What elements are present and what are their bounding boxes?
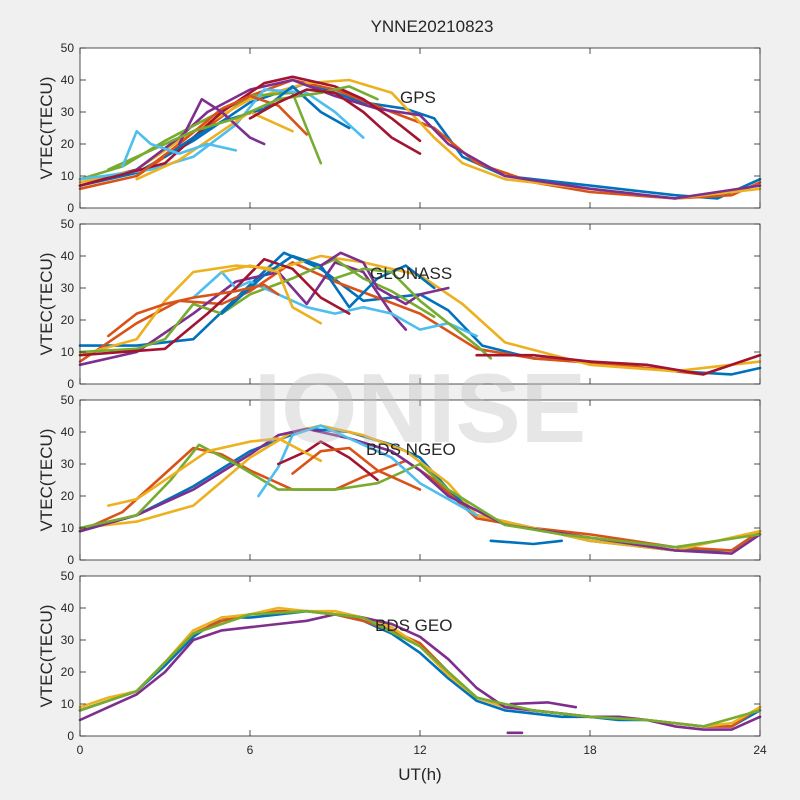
series-line-10 (291, 446, 422, 491)
series-line-1 (78, 81, 762, 200)
series-line-9 (107, 283, 280, 338)
series-line-2 (78, 261, 762, 376)
y-tick-label: 40 (61, 73, 75, 87)
y-tick-label: 20 (61, 137, 75, 151)
x-tick-label: 0 (77, 743, 84, 757)
series-line-5 (509, 701, 578, 709)
y-tick-label: 30 (61, 105, 75, 119)
series-line-7 (277, 440, 379, 482)
series-line-4 (78, 261, 408, 367)
y-axis-label: VTEC(TECU) (37, 605, 56, 708)
panel-label: GPS (400, 88, 436, 107)
plot-area (80, 48, 760, 208)
series-line-12 (333, 267, 493, 360)
y-tick-label: 0 (67, 553, 74, 567)
series-line-8 (163, 85, 351, 159)
y-tick-label: 30 (61, 633, 75, 647)
y-tick-label: 40 (61, 249, 75, 263)
x-tick-label: 6 (247, 743, 254, 757)
series-line-8 (489, 539, 563, 546)
series-group (78, 251, 762, 376)
x-axis-label: UT(h) (398, 765, 441, 784)
panel-label: BDS GEO (375, 616, 452, 635)
plot-area (80, 576, 760, 736)
y-tick-label: 10 (61, 521, 75, 535)
y-tick-label: 50 (61, 217, 75, 231)
series-line-7 (78, 257, 351, 357)
panel-2: 0 10 20 30 40 50 VTEC(TECU) GLONASS (37, 217, 762, 391)
series-line-13 (475, 353, 762, 376)
y-tick-label: 20 (61, 665, 75, 679)
panel-3: 0 10 20 30 40 50 VTEC(TECU) BDS NGEO (37, 393, 762, 567)
y-tick-label: 10 (61, 345, 75, 359)
series-line-11 (177, 97, 266, 146)
series-line-8 (220, 254, 436, 315)
y-axis-label: VTEC(TECU) (37, 253, 56, 356)
panel-label: BDS NGEO (366, 440, 456, 459)
watermark: IONISE (254, 353, 586, 463)
series-line-6 (78, 88, 365, 181)
panel-label: GLONASS (370, 264, 452, 283)
series-line-9 (107, 437, 323, 507)
y-tick-label: 50 (61, 41, 75, 55)
x-tick-label: 12 (413, 743, 427, 757)
plot-area (80, 400, 760, 560)
x-tick-label: 24 (753, 743, 767, 757)
series-line-3 (78, 424, 762, 552)
series-line-6 (192, 270, 478, 338)
series-line-14 (248, 88, 422, 155)
y-axis-label: VTEC(TECU) (37, 77, 56, 180)
y-tick-label: 10 (61, 169, 75, 183)
y-tick-label: 0 (67, 201, 74, 215)
y-tick-label: 10 (61, 697, 75, 711)
y-tick-label: 50 (61, 569, 75, 583)
y-tick-label: 20 (61, 313, 75, 327)
series-line-4 (78, 427, 762, 555)
panel-1: 0 10 20 30 40 50 VTEC(TECU) GPS (37, 41, 762, 215)
panels: 0 10 20 30 40 50 VTEC(TECU) GPS 0 10 20 30 40 50 VTEC(… (37, 41, 767, 757)
series-line-2 (78, 446, 762, 552)
series-line-7 (78, 609, 762, 728)
y-tick-label: 0 (67, 377, 74, 391)
y-tick-label: 40 (61, 601, 75, 615)
series-line-10 (135, 110, 294, 181)
panel-4: 0 10 20 30 40 50 0 6 12 18 24 VTEC(TECU) BDS GEO (37, 569, 767, 757)
chart-title: YNNE20210823 (371, 17, 494, 36)
y-tick-label: 20 (61, 489, 75, 503)
series-line-13 (121, 129, 238, 168)
y-tick-label: 30 (61, 457, 75, 471)
series-line-11 (319, 251, 450, 306)
y-tick-label: 50 (61, 393, 75, 407)
series-group (78, 424, 762, 555)
y-tick-label: 30 (61, 281, 75, 295)
x-tick-label: 18 (583, 743, 597, 757)
y-axis-label: VTEC(TECU) (37, 429, 56, 532)
series-line-10 (220, 264, 323, 325)
series-line-9 (135, 94, 308, 178)
y-tick-label: 40 (61, 425, 75, 439)
series-group (78, 75, 762, 200)
y-tick-label: 0 (67, 729, 74, 743)
series-line-7 (78, 75, 422, 187)
series-group (78, 606, 762, 735)
